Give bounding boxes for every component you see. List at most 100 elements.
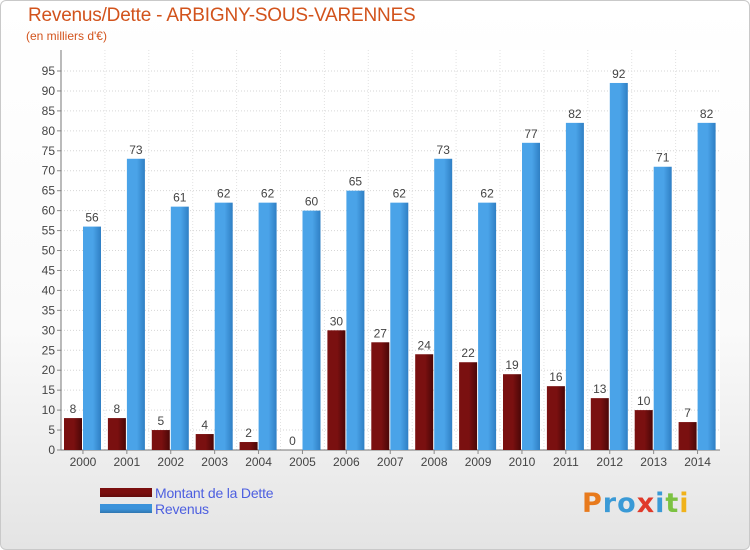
data-label-dette: 8 — [114, 402, 121, 416]
data-label-dette: 5 — [157, 414, 164, 428]
y-tick-label: 15 — [42, 383, 56, 397]
bar-dette — [327, 330, 346, 450]
data-label-dette: 4 — [201, 418, 208, 432]
y-tick-label: 30 — [42, 323, 56, 337]
logo-letter: x — [636, 488, 656, 519]
bar-revenus — [697, 122, 716, 450]
x-tick-label: 2002 — [157, 455, 184, 469]
legend-swatch-revenus — [100, 504, 152, 513]
bar-dette — [239, 442, 258, 450]
data-label-revenus: 61 — [173, 191, 187, 205]
x-tick-label: 2014 — [684, 455, 711, 469]
bar-revenus — [126, 158, 145, 450]
legend-swatch-dette — [100, 488, 152, 497]
x-tick-label: 2013 — [640, 455, 667, 469]
bar-revenus — [83, 226, 101, 450]
logo-letter: i — [679, 488, 690, 519]
bar-revenus — [390, 202, 409, 450]
data-label-revenus: 62 — [217, 187, 231, 201]
chart-title: Revenus/Dette - ARBIGNY-SOUS-VARENNES — [28, 5, 416, 26]
y-tick-label: 60 — [42, 204, 56, 218]
y-tick-label: 25 — [42, 343, 56, 357]
data-label-revenus: 92 — [612, 67, 626, 81]
data-label-dette: 2 — [245, 426, 252, 440]
bar-revenus — [302, 210, 321, 450]
data-label-dette: 10 — [637, 394, 651, 408]
logo-letter: P — [582, 488, 603, 519]
proxiti-logo: Proxiti — [582, 488, 690, 519]
bar-revenus — [478, 202, 497, 450]
bar-dette — [107, 418, 126, 450]
y-tick-label: 10 — [42, 403, 56, 417]
x-tick-label: 2010 — [509, 455, 536, 469]
bar-revenus — [609, 82, 628, 451]
data-label-revenus: 82 — [700, 107, 714, 121]
bar-revenus — [170, 206, 189, 450]
y-tick-label: 0 — [48, 443, 55, 457]
x-tick-label: 2006 — [333, 455, 360, 469]
y-tick-label: 85 — [42, 104, 56, 118]
data-label-dette: 7 — [684, 406, 691, 420]
data-label-dette: 19 — [505, 358, 519, 372]
legend-label-dette: Montant de la Dette — [155, 485, 274, 501]
x-tick-label: 2003 — [201, 455, 228, 469]
y-tick-label: 95 — [42, 64, 56, 78]
legend-label-revenus: Revenus — [155, 501, 209, 517]
y-tick-label: 50 — [42, 244, 56, 258]
y-tick-label: 70 — [42, 164, 56, 178]
y-tick-label: 35 — [42, 303, 56, 317]
bar-revenus — [434, 158, 453, 450]
bar-dette — [64, 418, 82, 450]
data-label-revenus: 73 — [437, 143, 451, 157]
bar-dette — [590, 398, 609, 450]
x-tick-label: 2008 — [421, 455, 448, 469]
bar-dette — [459, 362, 478, 450]
x-tick-label: 2000 — [70, 455, 97, 469]
bar-dette — [151, 430, 170, 450]
data-label-dette: 22 — [461, 346, 475, 360]
bar-revenus — [522, 142, 540, 450]
y-tick-label: 5 — [48, 423, 55, 437]
data-label-dette: 0 — [289, 434, 296, 448]
data-label-dette: 24 — [418, 338, 432, 352]
data-label-dette: 8 — [70, 402, 77, 416]
data-label-dette: 13 — [593, 382, 607, 396]
data-label-revenus: 82 — [568, 107, 582, 121]
bar-dette — [415, 354, 434, 450]
data-label-dette: 30 — [330, 314, 344, 328]
y-tick-label: 90 — [42, 84, 56, 98]
x-tick-label: 2009 — [465, 455, 492, 469]
data-label-revenus: 60 — [305, 195, 319, 209]
bar-dette — [678, 422, 697, 450]
bar-dette — [546, 386, 565, 450]
logo-letter: i — [655, 488, 666, 519]
data-label-dette: 16 — [549, 370, 563, 384]
x-tick-label: 2012 — [596, 455, 623, 469]
bar-dette — [634, 410, 653, 450]
data-label-revenus: 56 — [85, 211, 99, 225]
data-label-revenus: 73 — [129, 143, 143, 157]
y-tick-label: 75 — [42, 144, 56, 158]
bar-revenus — [214, 202, 233, 450]
y-tick-label: 55 — [42, 224, 56, 238]
logo-letter: o — [617, 488, 637, 519]
data-label-dette: 27 — [374, 326, 388, 340]
x-tick-label: 2004 — [245, 455, 272, 469]
logo-letter: r — [602, 488, 618, 519]
y-tick-label: 20 — [42, 363, 56, 377]
bar-dette — [371, 342, 390, 450]
bar-dette — [195, 434, 214, 450]
x-tick-label: 2001 — [113, 455, 140, 469]
logo-letter: t — [665, 488, 680, 519]
data-label-revenus: 77 — [524, 127, 538, 141]
data-label-revenus: 65 — [349, 175, 363, 189]
bar-revenus — [258, 202, 277, 450]
x-tick-label: 2011 — [553, 455, 579, 469]
bar-revenus — [653, 166, 672, 450]
x-tick-label: 2005 — [289, 455, 316, 469]
bar-dette — [503, 374, 521, 450]
y-tick-label: 40 — [42, 283, 56, 297]
data-label-revenus: 62 — [393, 187, 407, 201]
bar-revenus — [565, 122, 584, 450]
